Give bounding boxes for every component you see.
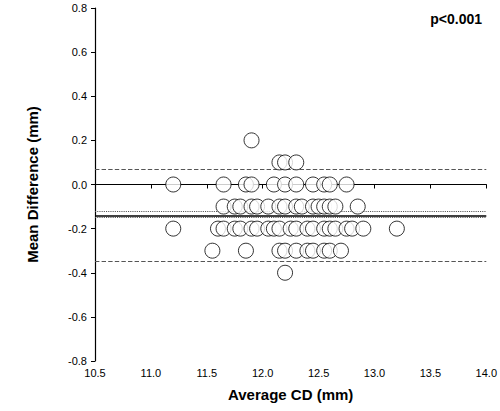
svg-text:Average CD (mm): Average CD (mm) — [228, 386, 353, 403]
svg-text:0.6: 0.6 — [72, 46, 87, 58]
svg-text:p<0.001: p<0.001 — [430, 11, 482, 27]
svg-text:12.5: 12.5 — [308, 367, 329, 379]
svg-text:10.5: 10.5 — [84, 367, 105, 379]
svg-text:-0.8: -0.8 — [68, 355, 87, 367]
svg-text:11.5: 11.5 — [197, 367, 218, 379]
svg-text:12.0: 12.0 — [252, 367, 273, 379]
svg-text:11.0: 11.0 — [141, 367, 162, 379]
svg-text:13.0: 13.0 — [364, 367, 385, 379]
svg-text:14.0: 14.0 — [476, 367, 497, 379]
svg-text:Mean Difference (mm): Mean Difference (mm) — [24, 106, 41, 263]
svg-text:13.5: 13.5 — [420, 367, 441, 379]
svg-text:0.4: 0.4 — [72, 90, 87, 102]
svg-text:0.0: 0.0 — [72, 179, 87, 191]
svg-text:0.2: 0.2 — [72, 134, 87, 146]
svg-text:-0.4: -0.4 — [68, 267, 87, 279]
svg-text:0.8: 0.8 — [72, 2, 87, 14]
svg-text:-0.2: -0.2 — [68, 223, 87, 235]
svg-text:-0.6: -0.6 — [68, 311, 87, 323]
